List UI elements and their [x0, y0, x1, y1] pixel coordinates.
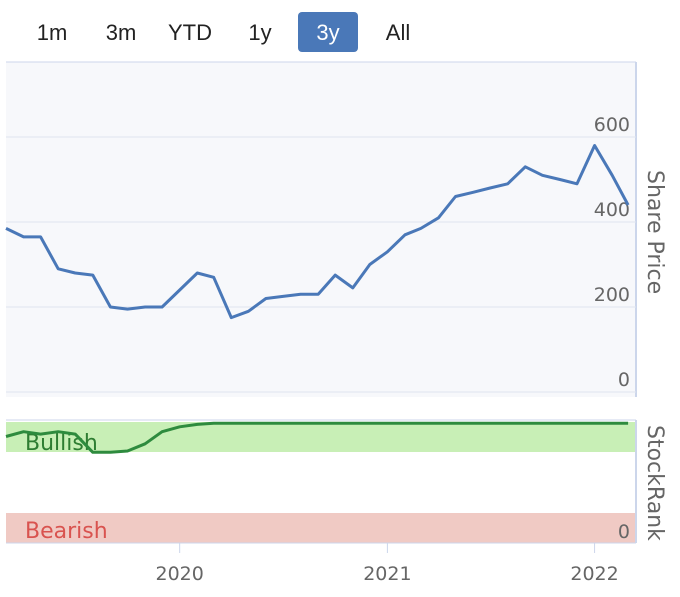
price-tick-labels: 0 200 400 600 — [594, 114, 630, 391]
x-tick-label-2020: 2020 — [155, 563, 203, 585]
range-button-all[interactable]: All — [385, 20, 411, 45]
rank-tick-label-0: 0 — [618, 521, 630, 543]
range-button-ytd[interactable]: YTD — [168, 20, 212, 45]
stockrank-panel: Bullish Bearish 0 StockRank — [5, 419, 667, 544]
price-axis-title: Share Price — [642, 170, 667, 294]
stockrank-line — [5, 421, 629, 454]
x-tick-label-2021: 2021 — [363, 563, 411, 585]
price-tick-label-400: 400 — [594, 199, 630, 221]
bearish-band — [6, 513, 636, 543]
range-button-1m[interactable]: 1m — [36, 20, 68, 45]
stockrank-axis-title: StockRank — [642, 425, 667, 541]
price-tick-label-0: 0 — [618, 369, 630, 391]
price-panel: 0 200 400 600 Share Price — [5, 61, 667, 397]
range-selector: 1m 3m YTD 1y 3y All — [0, 0, 680, 60]
range-button-3y[interactable]: 3y — [298, 12, 358, 52]
price-line — [5, 144, 630, 320]
range-button-1y[interactable]: 1y — [248, 20, 272, 45]
range-button-3m[interactable]: 3m — [105, 20, 137, 45]
x-tick-labels: 2020 2021 2022 — [155, 543, 619, 585]
price-plot-background — [6, 62, 636, 397]
price-tick-label-200: 200 — [594, 284, 630, 306]
bullish-band — [6, 422, 636, 452]
bearish-label: Bearish — [25, 519, 108, 544]
price-tick-label-600: 600 — [594, 114, 630, 136]
x-tick-label-2022: 2022 — [570, 563, 618, 585]
x-axis: 2020 2021 2022 — [6, 542, 636, 585]
